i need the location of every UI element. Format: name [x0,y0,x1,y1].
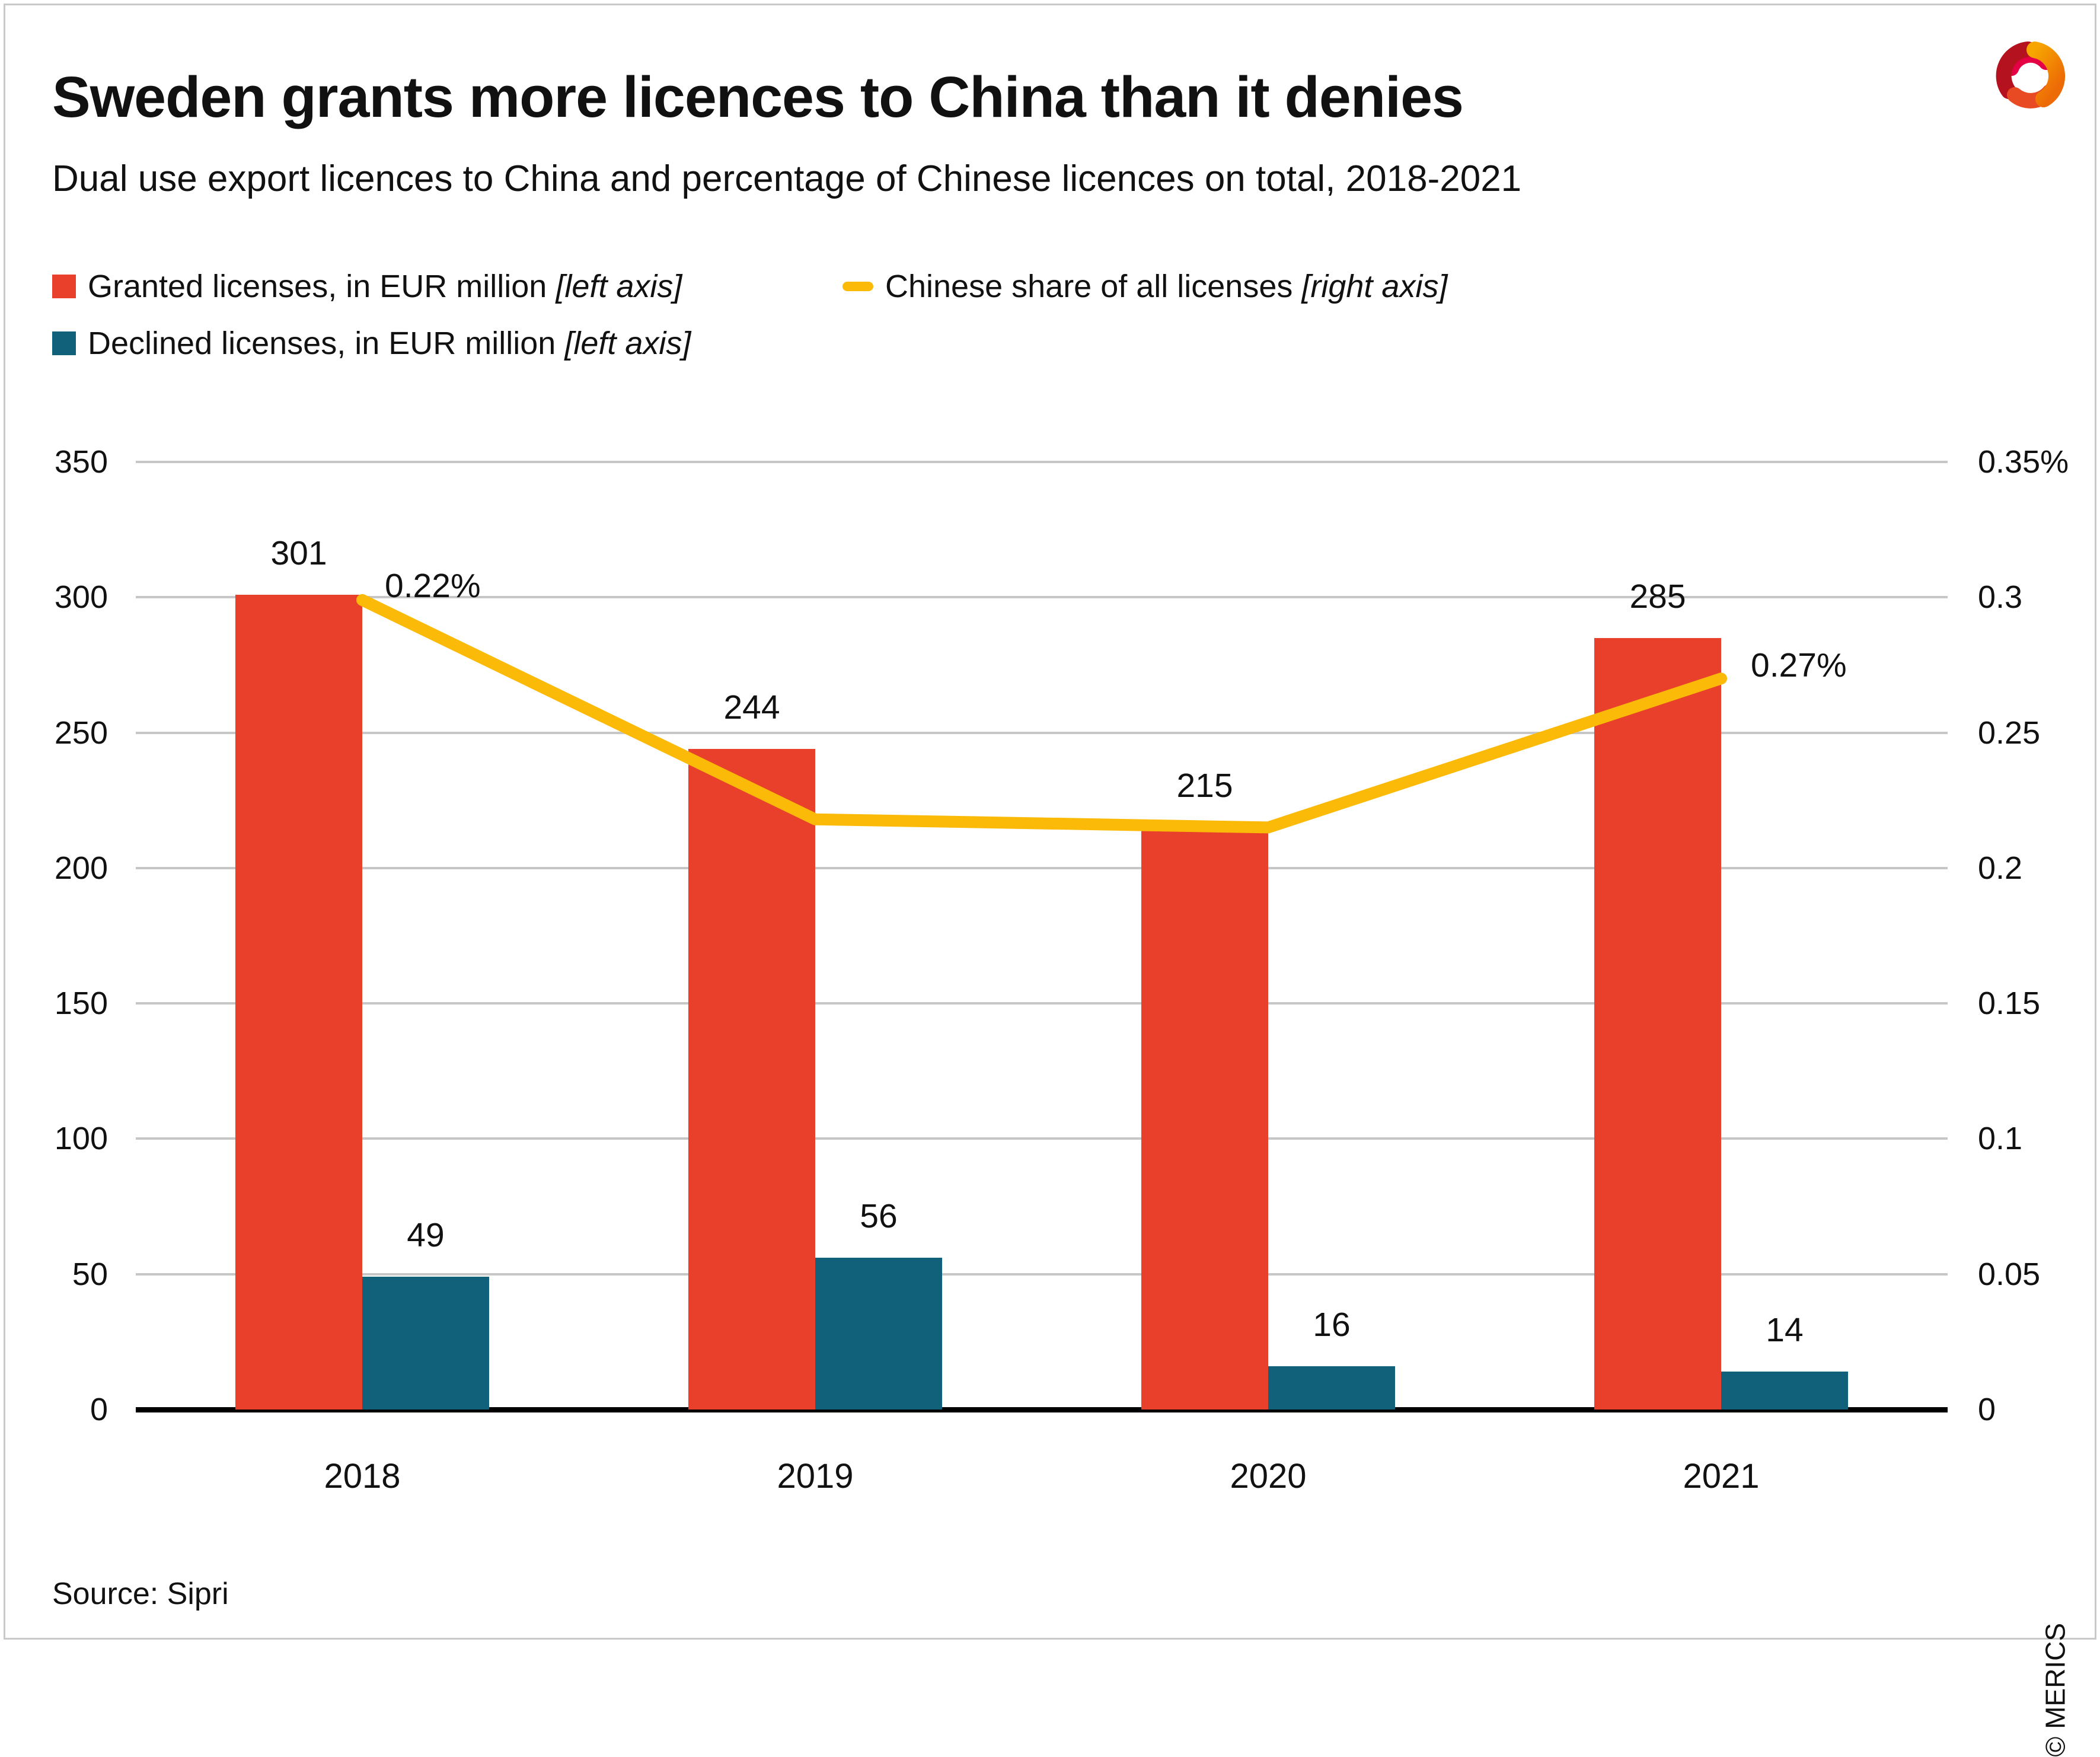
gridline-100 [136,1137,1948,1140]
merics-logo [1996,42,2065,109]
chinese-share-line [356,594,1727,834]
legend-label: Chinese share of all licenses [right axi… [885,269,1448,304]
page-title: Sweden grants more licences to China tha… [52,65,1464,129]
bar-declined-2020 [1268,1366,1395,1410]
legend-axis-hint: [right axis] [1301,269,1448,304]
bar-declined-2019 [815,1258,942,1410]
bar-value-declined-2019: 56 [860,1197,898,1236]
bar-granted-2018 [235,594,362,1410]
left-axis-tick-350: 350 [54,444,108,480]
right-axis-tick-0.2: 0.2 [1978,850,2023,886]
bar-value-granted-2021: 285 [1629,577,1686,616]
legend-label: Granted licenses, in EUR million [left a… [88,269,682,304]
legend-item-1: Granted licenses, in EUR million [left a… [52,268,682,305]
bar-granted-2021 [1594,637,1721,1410]
chart-subtitle: Dual use export licences to China and pe… [52,158,1522,199]
left-axis-tick-250: 250 [54,715,108,751]
bar-value-declined-2020: 16 [1313,1305,1351,1344]
right-axis-tick-0: 0 [1978,1392,1996,1427]
legend-item-2: Declined licenses, in EUR million [left … [52,325,691,362]
gridline-200 [136,866,1948,869]
right-axis-tick-0.15: 0.15 [1978,986,2041,1022]
bar-declined-2021 [1721,1372,1848,1410]
x-axis-label-2019: 2019 [777,1457,854,1495]
left-axis-tick-300: 300 [54,579,108,616]
left-axis-tick-100: 100 [54,1121,108,1157]
right-axis-tick-0.3: 0.3 [1978,579,2023,616]
bar-value-declined-2018: 49 [407,1216,445,1255]
right-axis-tick-0.1: 0.1 [1978,1121,2023,1157]
x-axis-label-2021: 2021 [1683,1457,1760,1495]
x-axis-label-2020: 2020 [1230,1457,1307,1495]
share-point-label-2018: 0.22% [385,566,481,605]
left-axis-tick-150: 150 [54,986,108,1022]
gridline-350 [136,461,1948,463]
bar-granted-2020 [1141,827,1268,1410]
bar-declined-2018 [362,1277,489,1410]
source-note: Source: Sipri [52,1577,229,1611]
legend-square-swatch [52,275,76,298]
bar-value-granted-2020: 215 [1176,767,1233,805]
logo-orange-ribbon [2026,42,2065,107]
bar-value-declined-2021: 14 [1766,1311,1804,1350]
legend-item-3: Chinese share of all licenses [right axi… [842,268,1447,305]
x-axis-line [136,1407,1948,1412]
logo-darkred-ribbon [1996,42,2036,99]
legend-square-swatch [52,331,76,355]
legend-axis-hint: [left axis] [556,269,682,304]
gridline-50 [136,1273,1948,1276]
right-axis-tick-0.35%: 0.35% [1978,444,2069,480]
bar-granted-2019 [688,748,815,1410]
bar-value-granted-2018: 301 [270,534,327,572]
right-axis-tick-0.05: 0.05 [1978,1256,2041,1292]
left-axis-tick-0: 0 [90,1392,108,1427]
legend-axis-hint: [left axis] [564,326,691,361]
share-point-label-2021: 0.27% [1751,646,1847,685]
legend-label: Declined licenses, in EUR million [left … [88,326,691,361]
left-axis-tick-200: 200 [54,850,108,886]
legend-line-swatch [842,282,873,291]
x-axis-label-2018: 2018 [324,1457,401,1495]
left-axis-tick-50: 50 [72,1256,108,1292]
right-axis-tick-0.25: 0.25 [1978,715,2041,751]
bar-value-granted-2019: 244 [723,688,780,726]
gridline-150 [136,1002,1948,1005]
